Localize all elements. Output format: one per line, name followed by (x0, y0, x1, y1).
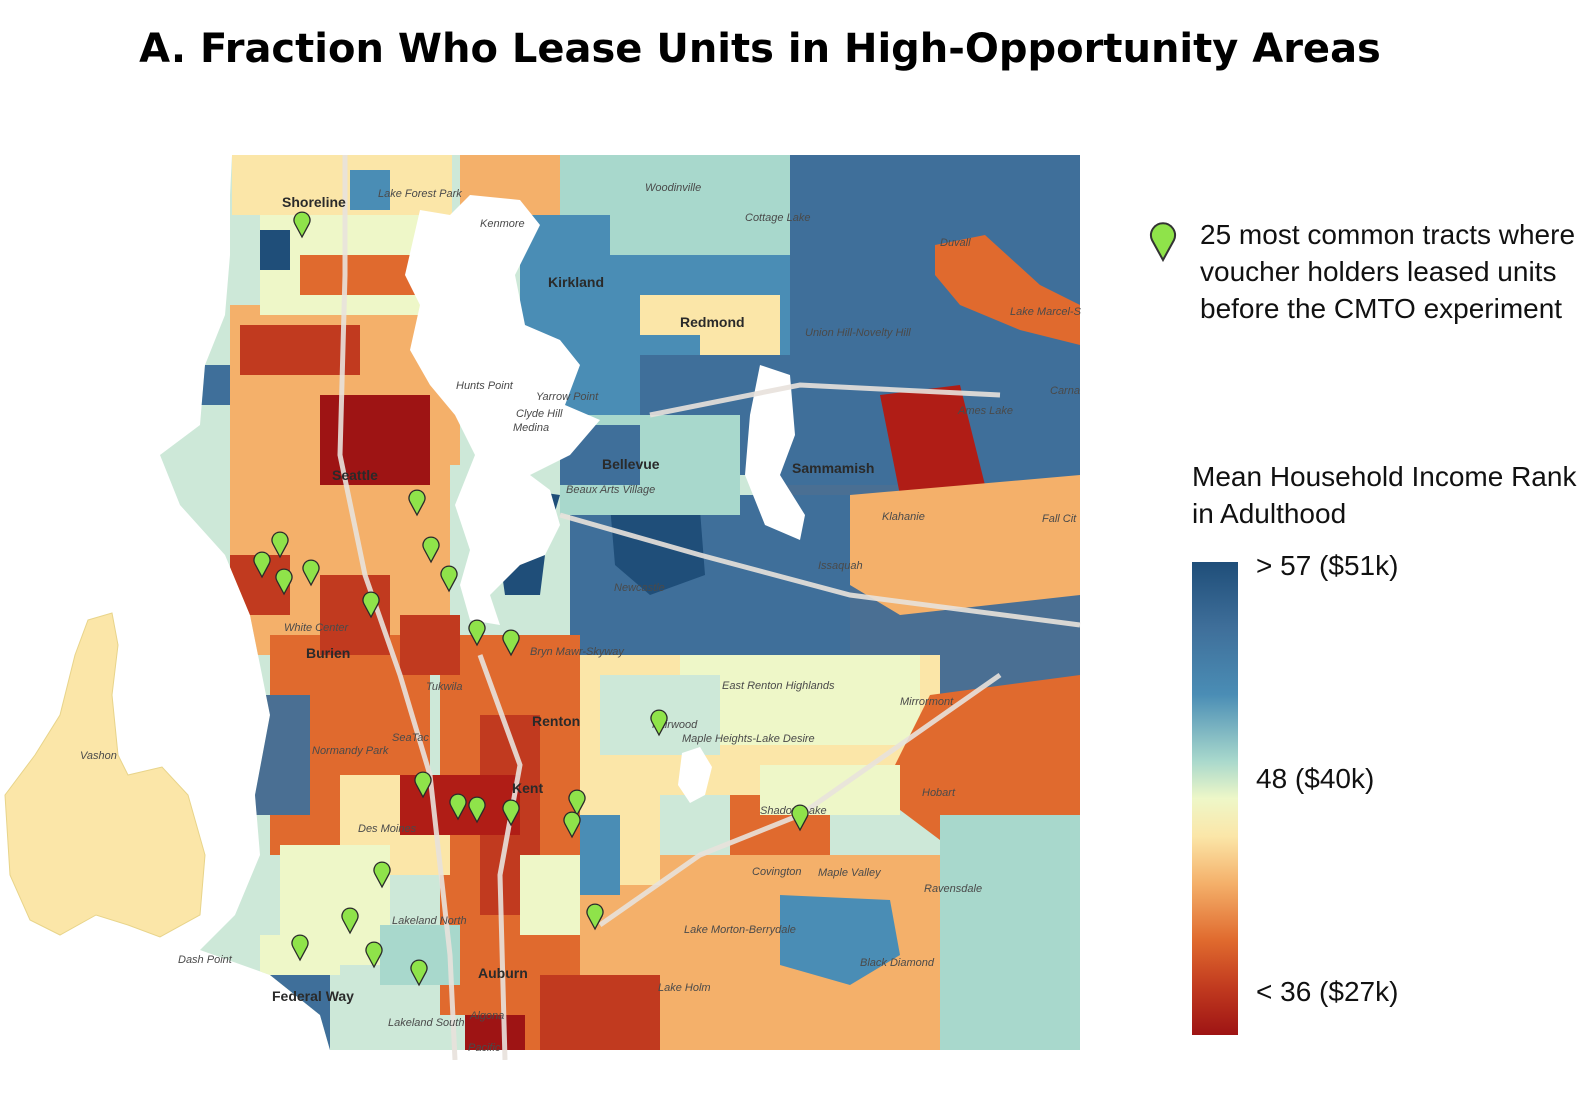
voucher-pin-icon (468, 796, 486, 824)
place-seatac: SeaTac (392, 732, 429, 744)
place-fall-city: Fall Cit (1042, 513, 1077, 525)
voucher-pin-icon (440, 565, 458, 593)
place-mirrormont: Mirrormont (900, 696, 954, 708)
place-sammamish: Sammamish (792, 460, 874, 476)
place-issaquah: Issaquah (818, 560, 863, 572)
voucher-pin-icon (563, 811, 581, 839)
voucher-pin-icon (291, 934, 309, 962)
map-svg: Shoreline Kirkland Redmond Seattle Belle… (4, 155, 1082, 1060)
income-map: Shoreline Kirkland Redmond Seattle Belle… (0, 155, 1100, 1060)
place-duvall: Duvall (940, 237, 971, 249)
place-union-hill: Union Hill-Novelty Hill (805, 327, 911, 339)
scale-label-mid: 48 ($40k) (1256, 763, 1375, 794)
place-auburn: Auburn (478, 965, 528, 981)
place-yarrow-point: Yarrow Point (536, 391, 599, 403)
place-carna: Carna (1050, 385, 1080, 397)
place-kenmore: Kenmore (480, 218, 525, 230)
voucher-pin-icon (271, 531, 289, 559)
color-scale-title: Mean Household Income Rank in Adulthood (1192, 461, 1577, 529)
place-beaux-arts: Beaux Arts Village (566, 484, 655, 496)
place-newcastle: Newcastle (614, 582, 665, 594)
voucher-pin-icon (373, 861, 391, 889)
place-hunts-point: Hunts Point (456, 380, 514, 392)
voucher-pin-icon (408, 489, 426, 517)
place-hobart: Hobart (922, 787, 956, 799)
voucher-pin-icon (502, 799, 520, 827)
voucher-pin-icon (650, 709, 668, 737)
minor-place-labels: Lake Forest Park Woodinville Kenmore Cot… (80, 182, 1082, 1054)
lake-sammamish (745, 365, 805, 540)
place-des-moines: Des Moines (358, 823, 417, 835)
place-redmond: Redmond (680, 314, 745, 330)
place-black-diamond: Black Diamond (860, 957, 935, 969)
voucher-pin-icon (449, 793, 467, 821)
place-lakeland-north: Lakeland North (392, 915, 467, 927)
color-scale-bar (1192, 562, 1238, 1035)
place-ravensdale: Ravensdale (924, 883, 982, 895)
voucher-pin-icon (586, 903, 604, 931)
place-maple-valley: Maple Valley (818, 867, 882, 879)
voucher-tract-pins (253, 211, 809, 987)
voucher-pin-icon (468, 619, 486, 647)
legend-pin-icon (1150, 222, 1176, 262)
voucher-pin-icon (502, 629, 520, 657)
place-vashon: Vashon (80, 750, 117, 762)
place-kent: Kent (512, 780, 543, 796)
place-klahanie: Klahanie (882, 511, 925, 523)
voucher-pin-icon (341, 907, 359, 935)
major-place-labels: Shoreline Kirkland Redmond Seattle Belle… (272, 194, 874, 1004)
place-renton: Renton (532, 713, 580, 729)
scale-label-low: < 36 ($27k) (1256, 976, 1399, 1007)
place-ames-lake: Ames Lake (957, 405, 1013, 417)
place-covington: Covington (752, 866, 802, 878)
place-seattle: Seattle (332, 467, 378, 483)
place-east-renton: East Renton Highlands (722, 680, 835, 692)
voucher-pin-icon (410, 959, 428, 987)
voucher-pin-icon (422, 536, 440, 564)
place-clyde-hill: Clyde Hill (516, 408, 563, 420)
scale-label-high: > 57 ($51k) (1256, 550, 1399, 581)
place-lake-marcel: Lake Marcel-S (1010, 306, 1082, 318)
place-bryn-mawr: Bryn Mawr-Skyway (530, 646, 625, 658)
place-woodinville: Woodinville (645, 182, 701, 194)
place-dash-point: Dash Point (178, 954, 233, 966)
place-bellevue: Bellevue (602, 456, 660, 472)
voucher-pin-icon (365, 941, 383, 969)
place-normandy-park: Normandy Park (312, 745, 389, 757)
map-title: A. Fraction Who Lease Units in High-Oppo… (139, 26, 1381, 72)
place-lake-holm: Lake Holm (658, 982, 711, 994)
place-lake-morton: Lake Morton-Berrydale (684, 924, 796, 936)
place-maple-heights: Maple Heights-Lake Desire (682, 733, 815, 745)
legend-pin-description: 25 most common tracts where voucher hold… (1200, 219, 1576, 324)
place-kirkland: Kirkland (548, 274, 604, 290)
vashon-island (4, 612, 206, 938)
place-medina: Medina (513, 422, 549, 434)
voucher-pin-icon (414, 771, 432, 799)
voucher-pin-icon (293, 211, 311, 239)
place-algona: Algona (469, 1010, 504, 1022)
voucher-pin-icon (791, 804, 809, 832)
voucher-pin-icon (302, 559, 320, 587)
place-white-center: White Center (284, 622, 350, 634)
place-lakeland-south: Lakeland South (388, 1017, 464, 1029)
place-tukwila: Tukwila (426, 681, 462, 693)
lake-youngs (678, 747, 712, 803)
place-federal-way: Federal Way (272, 988, 354, 1004)
voucher-pin-icon (568, 789, 586, 817)
place-cottage-lake: Cottage Lake (745, 212, 810, 224)
place-lake-forest-park: Lake Forest Park (378, 188, 462, 200)
voucher-pin-icon (253, 551, 271, 579)
voucher-pin-icon (275, 568, 293, 596)
place-shoreline: Shoreline (282, 194, 346, 210)
place-pacific: Pacific (468, 1042, 501, 1054)
place-burien: Burien (306, 645, 350, 661)
voucher-pin-icon (362, 591, 380, 619)
lake-washington (405, 195, 600, 625)
